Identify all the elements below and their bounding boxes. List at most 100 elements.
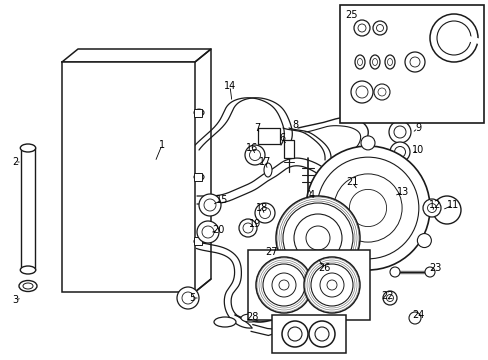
Circle shape — [409, 57, 419, 67]
Circle shape — [243, 223, 252, 233]
Text: 7: 7 — [253, 123, 260, 133]
Circle shape — [305, 146, 429, 270]
Circle shape — [432, 196, 460, 224]
Circle shape — [282, 321, 307, 347]
Circle shape — [417, 234, 430, 248]
Circle shape — [254, 203, 274, 223]
Text: 28: 28 — [245, 312, 258, 322]
Circle shape — [393, 126, 405, 138]
Bar — [194, 173, 202, 181]
Text: 14: 14 — [224, 81, 236, 91]
Ellipse shape — [354, 55, 364, 69]
Circle shape — [357, 24, 365, 32]
Circle shape — [259, 207, 270, 219]
Circle shape — [249, 149, 260, 161]
Circle shape — [275, 196, 359, 280]
Ellipse shape — [264, 163, 271, 177]
Text: 10: 10 — [411, 145, 423, 155]
Circle shape — [394, 147, 405, 158]
Ellipse shape — [20, 144, 36, 152]
Circle shape — [386, 294, 393, 302]
Circle shape — [239, 219, 257, 237]
Circle shape — [308, 321, 334, 347]
Circle shape — [429, 14, 477, 62]
Ellipse shape — [372, 58, 377, 66]
Ellipse shape — [20, 266, 36, 274]
Bar — [194, 237, 202, 246]
Text: 9: 9 — [414, 123, 420, 133]
Circle shape — [199, 194, 221, 216]
Text: 8: 8 — [291, 120, 298, 130]
Text: 19: 19 — [248, 219, 261, 229]
Text: 15: 15 — [215, 195, 228, 205]
Circle shape — [353, 20, 369, 36]
Circle shape — [376, 24, 383, 31]
Text: 24: 24 — [411, 310, 423, 320]
Ellipse shape — [379, 192, 389, 198]
Circle shape — [389, 267, 399, 277]
Circle shape — [373, 84, 389, 100]
Bar — [284, 140, 293, 158]
Circle shape — [377, 88, 385, 96]
Circle shape — [372, 21, 386, 35]
Text: 13: 13 — [396, 187, 408, 197]
Text: 6: 6 — [278, 133, 285, 143]
Text: 26: 26 — [317, 263, 329, 273]
Circle shape — [244, 145, 264, 165]
Ellipse shape — [19, 280, 37, 292]
Circle shape — [304, 234, 318, 248]
Circle shape — [197, 221, 219, 243]
Circle shape — [436, 21, 470, 55]
Bar — [271, 315, 346, 353]
Circle shape — [304, 257, 359, 313]
Text: 12: 12 — [428, 200, 440, 210]
Ellipse shape — [241, 314, 259, 322]
Text: 4: 4 — [308, 190, 314, 200]
Ellipse shape — [375, 189, 393, 201]
Text: 5: 5 — [188, 293, 195, 303]
Text: 23: 23 — [428, 263, 440, 273]
Bar — [62, 62, 195, 292]
Text: 1: 1 — [159, 140, 165, 150]
Ellipse shape — [214, 317, 236, 327]
Circle shape — [202, 226, 214, 238]
Circle shape — [388, 121, 410, 143]
Circle shape — [427, 203, 436, 212]
Circle shape — [203, 199, 216, 211]
Ellipse shape — [194, 109, 203, 116]
Ellipse shape — [369, 55, 379, 69]
Circle shape — [177, 287, 199, 309]
Circle shape — [182, 292, 194, 304]
Bar — [258, 128, 280, 144]
Circle shape — [287, 327, 302, 341]
Bar — [194, 109, 202, 117]
Ellipse shape — [194, 174, 203, 180]
Ellipse shape — [194, 238, 203, 245]
Ellipse shape — [386, 58, 392, 66]
Circle shape — [389, 142, 409, 162]
Text: 27: 27 — [265, 247, 278, 257]
Circle shape — [422, 199, 440, 217]
Ellipse shape — [357, 58, 362, 66]
Text: 17: 17 — [258, 157, 271, 167]
Ellipse shape — [384, 55, 394, 69]
Circle shape — [404, 52, 424, 72]
Circle shape — [314, 327, 328, 341]
Bar — [21, 148, 35, 270]
Circle shape — [424, 267, 434, 277]
Circle shape — [360, 136, 374, 150]
Text: 21: 21 — [345, 177, 357, 187]
Text: 16: 16 — [245, 143, 258, 153]
Text: 2: 2 — [12, 157, 18, 167]
Text: 11: 11 — [446, 200, 458, 210]
Bar — [247, 250, 369, 320]
Text: 22: 22 — [381, 291, 393, 301]
Circle shape — [408, 312, 420, 324]
Ellipse shape — [23, 283, 33, 289]
Text: 20: 20 — [211, 225, 224, 235]
Text: 18: 18 — [255, 203, 267, 213]
Text: 25: 25 — [345, 10, 358, 20]
Circle shape — [382, 291, 396, 305]
Circle shape — [350, 81, 372, 103]
Circle shape — [355, 86, 367, 98]
